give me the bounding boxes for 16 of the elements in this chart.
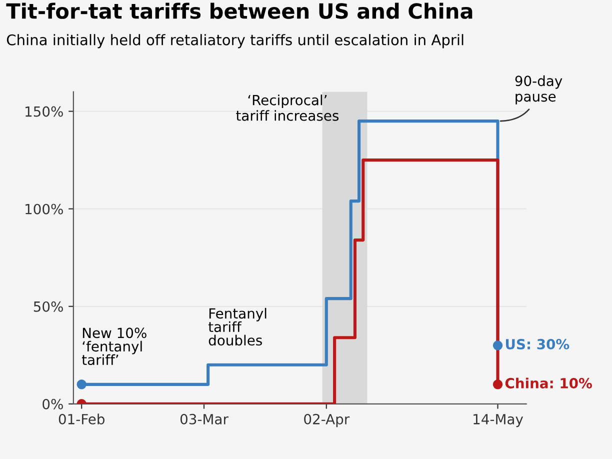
y-tick-label: 100%	[26, 204, 63, 214]
band-label: ‘Reciprocal’ tariff increases	[236, 94, 339, 121]
x-tick-label: 14-May	[474, 414, 524, 428]
x-tick-label: 03-Mar	[180, 414, 228, 424]
annotation: 90-day pause	[515, 75, 562, 104]
chart-title: Tit-for-tat tariffs between US and China	[6, 2, 472, 19]
annotation: Fentanyl tariff doubles	[208, 308, 266, 346]
x-tick-label: 02-Apr	[304, 414, 350, 428]
chart-subtitle: China initially held off retaliatory tariffs until escalation in April	[6, 34, 464, 48]
y-tick-label: 50%	[34, 301, 63, 312]
series-label: US: 30%	[506, 338, 570, 350]
y-tick-label: 150%	[26, 106, 63, 117]
annotation: New 10% ‘fentanyl tariff’	[82, 328, 146, 366]
x-tick-label: 01-Feb	[58, 414, 104, 424]
series-label: China: 10%	[505, 378, 592, 388]
y-tick-label: 0%	[42, 398, 63, 410]
